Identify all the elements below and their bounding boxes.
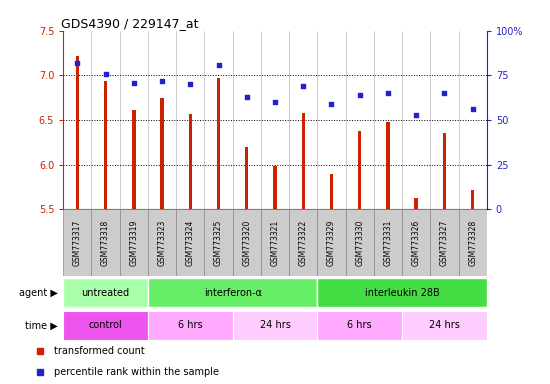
- Text: GSM773322: GSM773322: [299, 219, 308, 266]
- Text: agent ▶: agent ▶: [19, 288, 58, 298]
- Bar: [189, 114, 192, 209]
- Bar: [358, 131, 361, 209]
- Bar: [289, 209, 317, 276]
- Bar: [430, 209, 459, 276]
- Bar: [402, 209, 430, 276]
- Bar: [402, 311, 487, 340]
- Bar: [261, 209, 289, 276]
- Text: GSM773323: GSM773323: [157, 219, 167, 266]
- Text: GSM773327: GSM773327: [440, 219, 449, 266]
- Bar: [245, 147, 249, 209]
- Text: GSM773326: GSM773326: [411, 219, 421, 266]
- Text: interleukin 28B: interleukin 28B: [365, 288, 439, 298]
- Bar: [301, 113, 305, 209]
- Point: [129, 79, 138, 86]
- Bar: [317, 278, 487, 308]
- Point: [327, 101, 336, 107]
- Bar: [120, 209, 148, 276]
- Bar: [233, 209, 261, 276]
- Bar: [148, 209, 176, 276]
- Point: [412, 112, 421, 118]
- Text: GSM773325: GSM773325: [214, 219, 223, 266]
- Bar: [317, 311, 402, 340]
- Bar: [63, 209, 91, 276]
- Bar: [161, 98, 164, 209]
- Text: GSM773318: GSM773318: [101, 219, 110, 266]
- Text: 6 hrs: 6 hrs: [178, 320, 202, 331]
- Bar: [443, 133, 446, 209]
- Bar: [345, 209, 374, 276]
- Text: time ▶: time ▶: [25, 320, 58, 331]
- Point: [243, 94, 251, 100]
- Point: [440, 90, 449, 96]
- Text: GSM773328: GSM773328: [468, 219, 477, 266]
- Bar: [91, 209, 120, 276]
- Text: GSM773319: GSM773319: [129, 219, 139, 266]
- Text: GSM773330: GSM773330: [355, 219, 364, 266]
- Point: [271, 99, 279, 105]
- Bar: [330, 174, 333, 209]
- Text: GDS4390 / 229147_at: GDS4390 / 229147_at: [61, 17, 199, 30]
- Text: 6 hrs: 6 hrs: [348, 320, 372, 331]
- Point: [214, 61, 223, 68]
- Point: [101, 71, 110, 77]
- Point: [186, 81, 195, 87]
- Bar: [471, 190, 474, 209]
- Point: [299, 83, 307, 89]
- Text: percentile rank within the sample: percentile rank within the sample: [54, 367, 219, 377]
- Bar: [459, 209, 487, 276]
- Text: GSM773324: GSM773324: [186, 219, 195, 266]
- Point: [73, 60, 82, 66]
- Text: GSM773317: GSM773317: [73, 219, 82, 266]
- Bar: [148, 278, 317, 308]
- Text: GSM773329: GSM773329: [327, 219, 336, 266]
- Bar: [233, 311, 317, 340]
- Text: GSM773320: GSM773320: [242, 219, 251, 266]
- Text: interferon-α: interferon-α: [204, 288, 262, 298]
- Text: control: control: [89, 320, 123, 331]
- Bar: [63, 311, 148, 340]
- Point: [158, 78, 167, 84]
- Bar: [148, 311, 233, 340]
- Point: [355, 92, 364, 98]
- Text: 24 hrs: 24 hrs: [429, 320, 460, 331]
- Bar: [415, 198, 418, 209]
- Bar: [132, 110, 135, 209]
- Bar: [104, 81, 107, 209]
- Bar: [374, 209, 402, 276]
- Text: GSM773331: GSM773331: [383, 219, 393, 266]
- Bar: [386, 122, 389, 209]
- Text: transformed count: transformed count: [54, 346, 145, 356]
- Point: [468, 106, 477, 113]
- Text: 24 hrs: 24 hrs: [260, 320, 290, 331]
- Bar: [317, 209, 345, 276]
- Bar: [63, 278, 148, 308]
- Text: GSM773321: GSM773321: [271, 219, 279, 266]
- Text: untreated: untreated: [81, 288, 130, 298]
- Bar: [76, 56, 79, 209]
- Bar: [273, 166, 277, 209]
- Bar: [205, 209, 233, 276]
- Bar: [176, 209, 205, 276]
- Bar: [217, 78, 220, 209]
- Point: [383, 90, 392, 96]
